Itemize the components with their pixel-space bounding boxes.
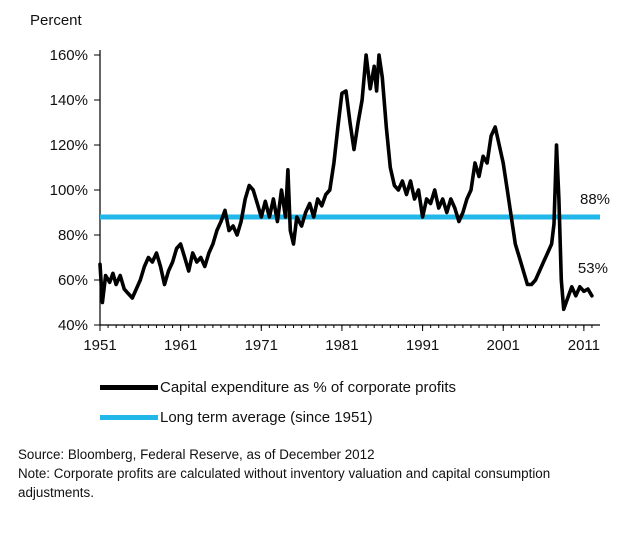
x-tick-label: 2011 [568,337,600,354]
y-tick-label: 160% [50,47,88,64]
x-tick-label: 2001 [487,337,520,354]
x-tick-label: 1961 [164,337,197,354]
legend-label-capex: Capital expenditure as % of corporate pr… [160,378,456,396]
y-tick-label: 80% [58,227,88,244]
legend-item-average: Long term average (since 1951) [100,402,456,432]
y-tick-label: 100% [50,182,88,199]
source-note: Source: Bloomberg, Federal Reserve, as o… [18,447,375,462]
y-tick-label: 40% [58,317,88,334]
capex-end-label: 53% [578,260,608,277]
y-unit-label: Percent [30,12,83,29]
legend-swatch-capex [100,384,158,390]
legend-swatch-average [100,414,158,420]
capex-series-line [98,53,594,312]
x-tick-label: 1981 [325,337,358,354]
x-tick-label: 1971 [245,337,278,354]
average-end-label: 88% [580,191,610,208]
method-note: Note: Corporate profits are calculated w… [18,466,551,500]
x-tick-label: 1991 [406,337,439,354]
y-axis-ticks: 40% 60% 80% 100% 120% 140% 160% [50,47,100,334]
x-axis-ticks: 1951 1961 1971 1981 1991 2001 2011 [83,325,600,354]
chart: Percent 40%60%80%100%120%140%160% 1951 19… [30,12,610,354]
y-tick-label: 120% [50,137,88,154]
y-tick-label: 60% [58,272,88,289]
footnotes: Source: Bloomberg, Federal Reserve, as o… [18,445,628,502]
legend-label-average: Long term average (since 1951) [160,408,373,426]
x-tick-label: 1951 [83,337,116,354]
legend-item-capex: Capital expenditure as % of corporate pr… [100,372,456,402]
y-tick-label: 140% [50,92,88,109]
legend: Capital expenditure as % of corporate pr… [100,372,456,432]
